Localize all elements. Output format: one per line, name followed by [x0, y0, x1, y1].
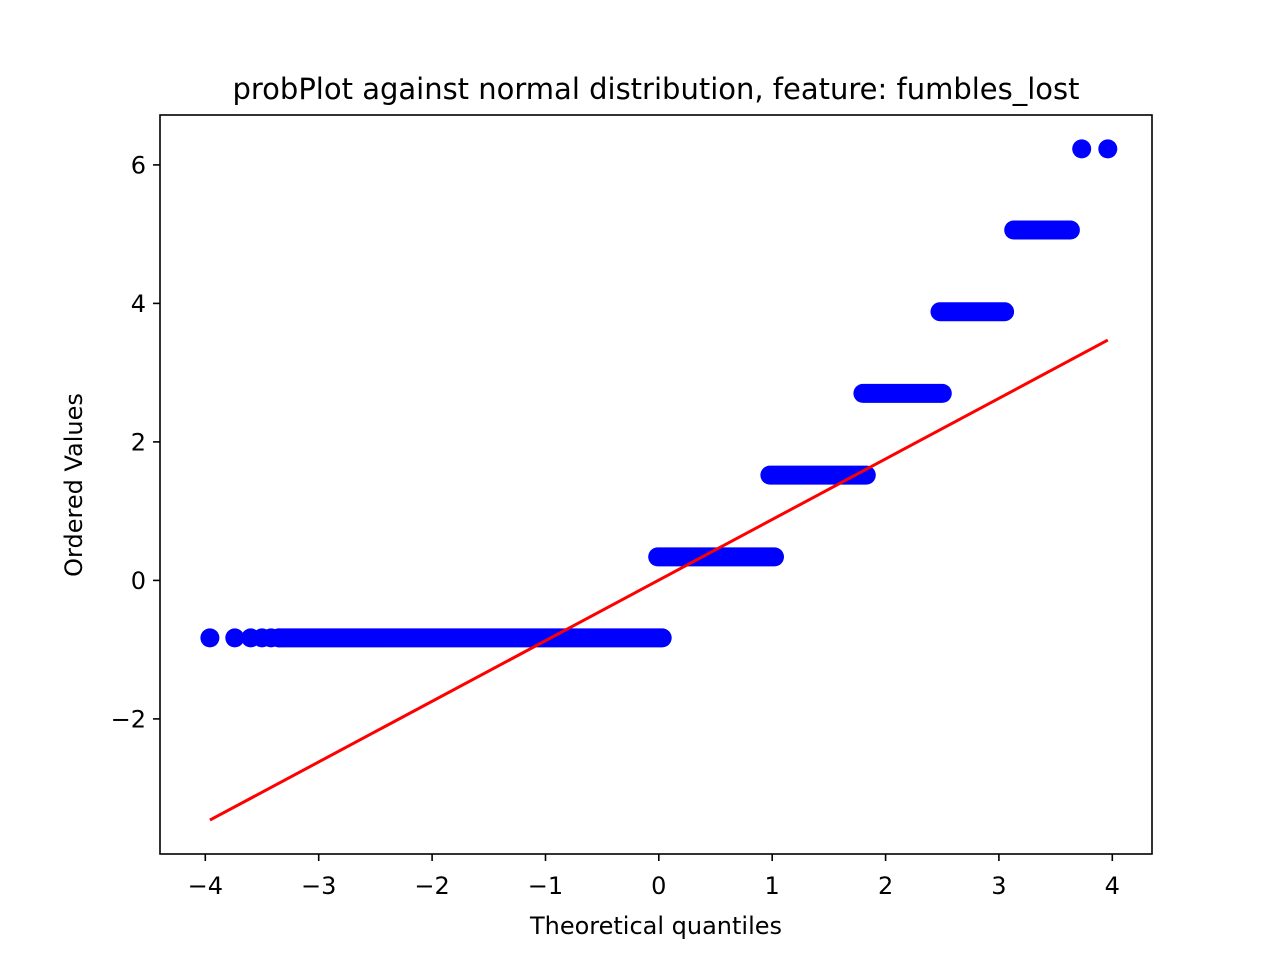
y-tick-label: −2	[111, 705, 146, 733]
y-tick-label: 6	[131, 151, 146, 179]
y-tick-label: 0	[131, 567, 146, 595]
chart-title: probPlot against normal distribution, fe…	[232, 72, 1079, 106]
x-tick-label: −2	[414, 872, 449, 900]
x-tick-label: 1	[765, 872, 780, 900]
x-tick-label: −4	[188, 872, 223, 900]
x-tick-label: 0	[651, 872, 666, 900]
x-axis-label: Theoretical quantiles	[529, 912, 782, 940]
data-layer	[200, 139, 1118, 822]
scatter-point	[225, 628, 245, 648]
scatter-point	[1098, 139, 1118, 159]
y-axis-label: Ordered Values	[60, 393, 88, 577]
y-axis: −2 0 2 4 6	[111, 151, 160, 733]
y-tick-label: 2	[131, 428, 146, 456]
scatter-point	[200, 628, 220, 648]
y-tick-label: 4	[131, 290, 146, 318]
x-tick-label: 4	[1105, 872, 1120, 900]
x-tick-label: −3	[301, 872, 336, 900]
x-axis: −4 −3 −2 −1 0 1 2 3 4	[188, 854, 1120, 900]
x-tick-label: 3	[991, 872, 1006, 900]
scatter-point	[1072, 139, 1092, 159]
fit-line	[209, 338, 1109, 822]
x-tick-label: −1	[528, 872, 563, 900]
x-tick-label: 2	[878, 872, 893, 900]
plot-area-frame	[159, 114, 1153, 855]
